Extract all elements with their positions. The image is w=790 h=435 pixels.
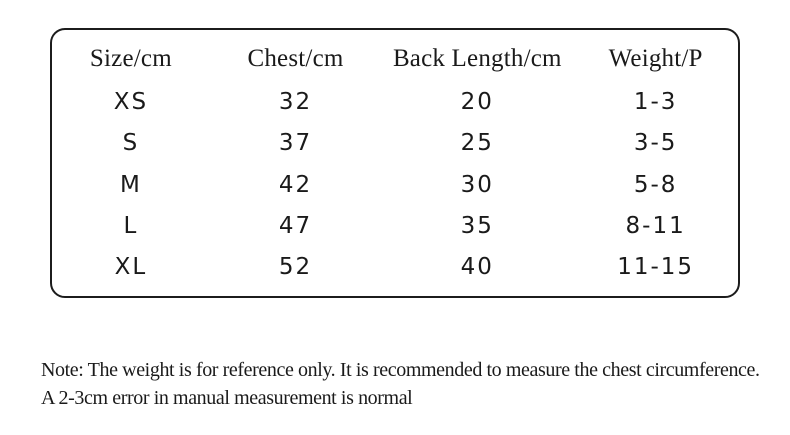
table-cell: 30 [460,171,494,198]
table-row-xl: XL 52 40 11-15 [52,247,738,288]
table-row-l: L 47 35 8-11 [52,205,738,246]
table-cell: L [123,213,139,240]
table-cell: 52 [278,254,313,281]
table-cell: XS [113,89,149,116]
size-chart-table: Size/cm Chest/cm Back Length/cm Weight/P… [50,28,740,298]
table-row-xs: XS 32 20 1-3 [52,81,738,122]
note-line-2: A 2-3cm error in manual measurement is n… [41,387,413,409]
table-cell: 5-8 [633,171,678,198]
table-cell: M [119,171,142,198]
note-line-1: Note: The weight is for reference only. … [41,359,760,381]
table-cell: 32 [278,89,313,116]
table-cell: 8-11 [625,213,686,240]
table-cell: 35 [460,213,494,240]
note-text: Note: The weight is for reference only. … [41,356,781,412]
table-cell: 40 [460,254,494,281]
table-cell: 42 [278,171,313,198]
header-cell-size: Size/cm [89,44,172,72]
table-cell: 37 [278,130,313,157]
header-cell-chest: Chest/cm [247,44,344,72]
table-cell: 1-3 [633,89,678,116]
header-cell-back-length: Back Length/cm [392,44,562,72]
table-cell: XL [114,254,148,281]
table-cell: 47 [278,213,313,240]
table-row-m: M 42 30 5-8 [52,164,738,205]
table-cell: S [122,130,140,157]
table-cell: 20 [460,89,494,116]
table-row-s: S 37 25 3-5 [52,123,738,164]
table-cell: 11-15 [617,254,695,281]
table-header-row: Size/cm Chest/cm Back Length/cm Weight/P [52,36,738,81]
table-cell: 3-5 [633,130,678,157]
table-cell: 25 [460,130,494,157]
header-cell-weight: Weight/P [608,44,703,72]
